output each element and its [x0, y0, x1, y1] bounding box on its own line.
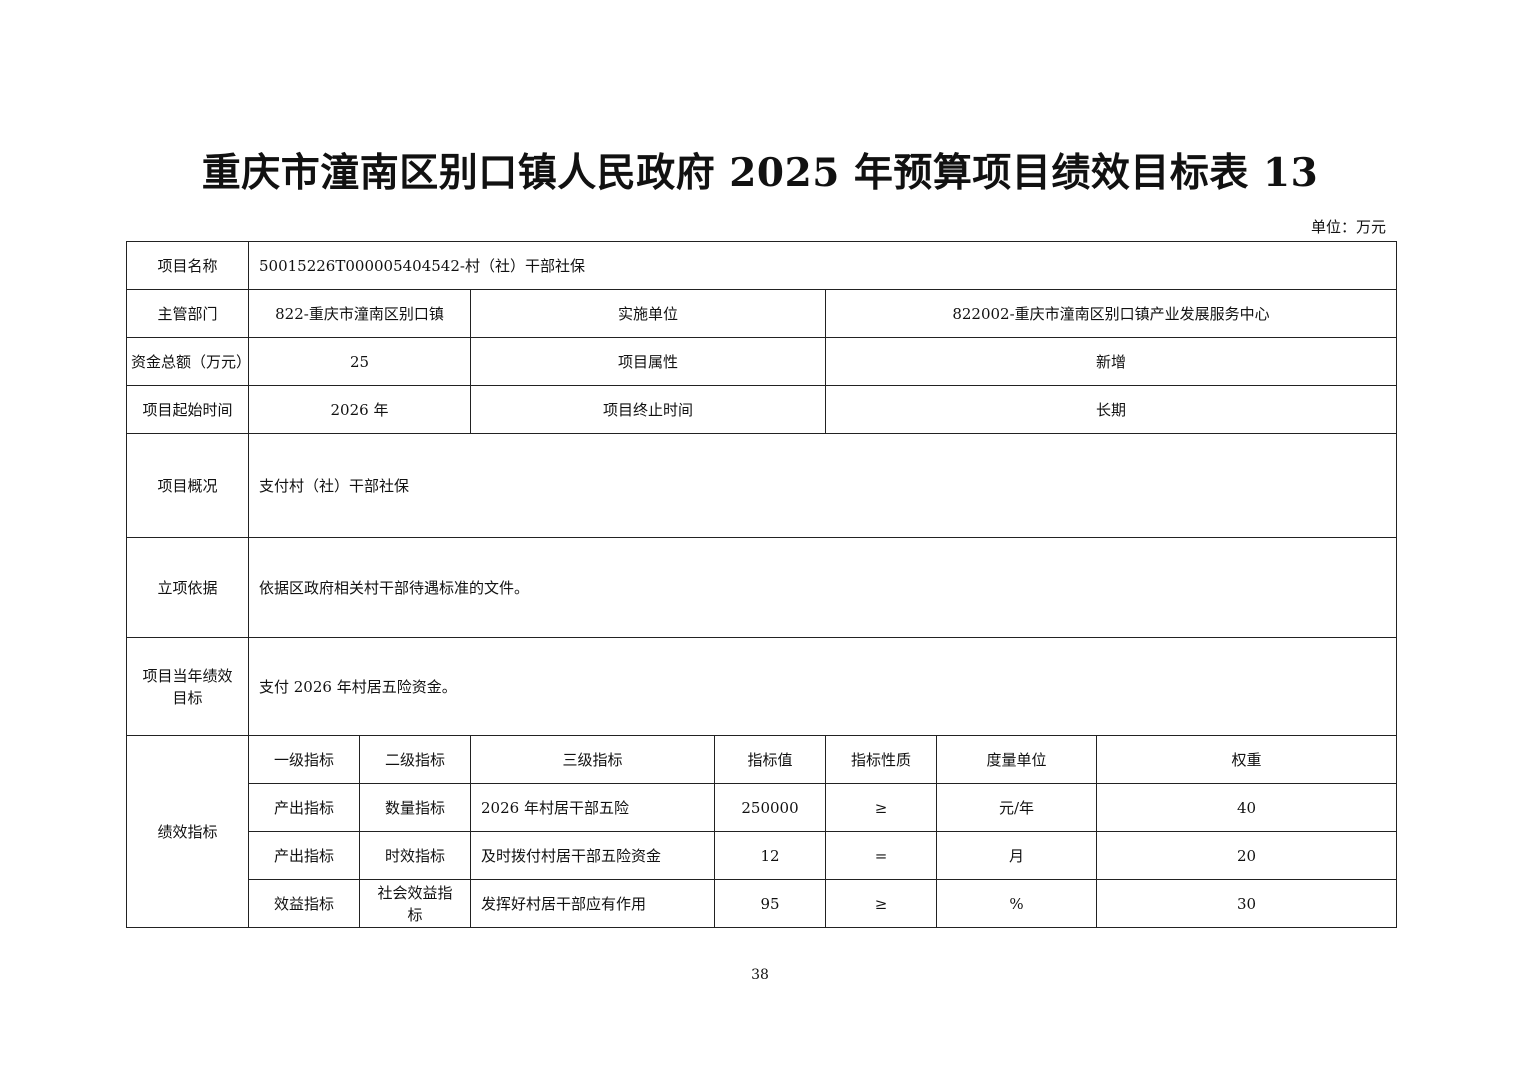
table-row: 产出指标 数量指标 2026 年村居干部五险 250000 ≥ 元/年 40 [127, 783, 1398, 832]
cell: 40 [1095, 783, 1398, 832]
cell: 数量指标 [359, 783, 471, 832]
cell: 2026 年村居干部五险 [470, 783, 715, 832]
row-time: 项目起始时间 2026 年 项目终止时间 长期 [126, 385, 1398, 434]
cell: 30 [1095, 879, 1398, 928]
goal: 支付 2026 年村居五险资金。 [247, 637, 1398, 736]
page-number: 38 [751, 967, 769, 983]
impl-unit: 822002-重庆市潼南区别口镇产业发展服务中心 [824, 289, 1398, 338]
cell: 及时拨付村居干部五险资金 [470, 831, 715, 880]
cell: 时效指标 [359, 831, 471, 880]
cell: ≥ [825, 783, 937, 832]
performance-target-table: 项目名称 50015226T000005404542-村（社）干部社保 主管部门… [126, 241, 1398, 928]
header: 指标性质 [825, 735, 937, 784]
header: 一级指标 [248, 735, 360, 784]
cell: 12 [714, 831, 826, 880]
row-overview: 项目概况 支付村（社）干部社保 [126, 433, 1398, 538]
unit-label: 单位：万元 [1310, 218, 1386, 236]
cell: 产出指标 [248, 783, 360, 832]
cell: 20 [1095, 831, 1398, 880]
cell: 产出指标 [248, 831, 360, 880]
label: 资金总额（万元） [126, 337, 249, 386]
header: 二级指标 [359, 735, 471, 784]
indicator-header-row: 绩效指标 一级指标 二级指标 三级指标 指标值 指标性质 度量单位 权重 [126, 735, 1398, 928]
basis: 依据区政府相关村干部待遇标准的文件。 [247, 537, 1398, 638]
cell: 效益指标 [248, 879, 360, 928]
table-row: 效益指标 社会效益指标 发挥好村居干部应有作用 95 ≥% 30 [127, 879, 1398, 928]
row-project-name: 项目名称 50015226T000005404542-村（社）干部社保 [126, 241, 1398, 290]
end: 长期 [824, 385, 1398, 434]
label: 项目属性 [470, 337, 826, 386]
label: 主管部门 [126, 289, 249, 338]
cell: % [936, 879, 1097, 928]
page-title: 重庆市潼南区别口镇人民政府 2025 年预算项目绩效目标表 13 [201, 150, 1319, 196]
label: 项目概况 [126, 433, 249, 538]
cell: 发挥好村居干部应有作用 [470, 879, 715, 928]
cell: 元/年 [936, 783, 1097, 832]
header: 三级指标 [470, 735, 715, 784]
start: 2026 年 [248, 385, 471, 434]
row-basis: 立项依据 依据区政府相关村干部待遇标准的文件。 [126, 537, 1398, 638]
label: 实施单位 [470, 289, 826, 338]
cell: 95 [714, 879, 826, 928]
label: 立项依据 [126, 537, 249, 638]
dept: 822-重庆市潼南区别口镇 [248, 289, 471, 338]
cell: 月 [936, 831, 1097, 880]
label: 项目名称 [126, 241, 249, 290]
row-dept: 主管部门 822-重庆市潼南区别口镇 实施单位 822002-重庆市潼南区别口镇… [126, 289, 1398, 338]
cell: = [825, 831, 937, 880]
label: 项目终止时间 [470, 385, 826, 434]
table-row: 产出指标 时效指标 及时拨付村居干部五险资金 12 = 月 20 [127, 831, 1398, 880]
header: 度量单位 [936, 735, 1097, 784]
label: 项目当年绩效目标 [126, 637, 249, 736]
overview: 支付村（社）干部社保 [247, 433, 1398, 538]
project-name: 50015226T000005404542-村（社）干部社保 [247, 241, 1398, 290]
cell: ≥ [825, 879, 937, 928]
row-goal: 项目当年绩效目标 支付 2026 年村居五险资金。 [126, 637, 1398, 736]
label: 项目起始时间 [126, 385, 249, 434]
header: 指标值 [714, 735, 826, 784]
label: 绩效指标 [126, 735, 249, 928]
header: 权重 [1095, 735, 1398, 784]
cell: 社会效益指标 [359, 879, 471, 928]
fund: 25 [248, 337, 471, 386]
row-fund: 资金总额（万元） 25 项目属性 新增 [126, 337, 1398, 386]
attr: 新增 [824, 337, 1398, 386]
cell: 250000 [714, 783, 826, 832]
